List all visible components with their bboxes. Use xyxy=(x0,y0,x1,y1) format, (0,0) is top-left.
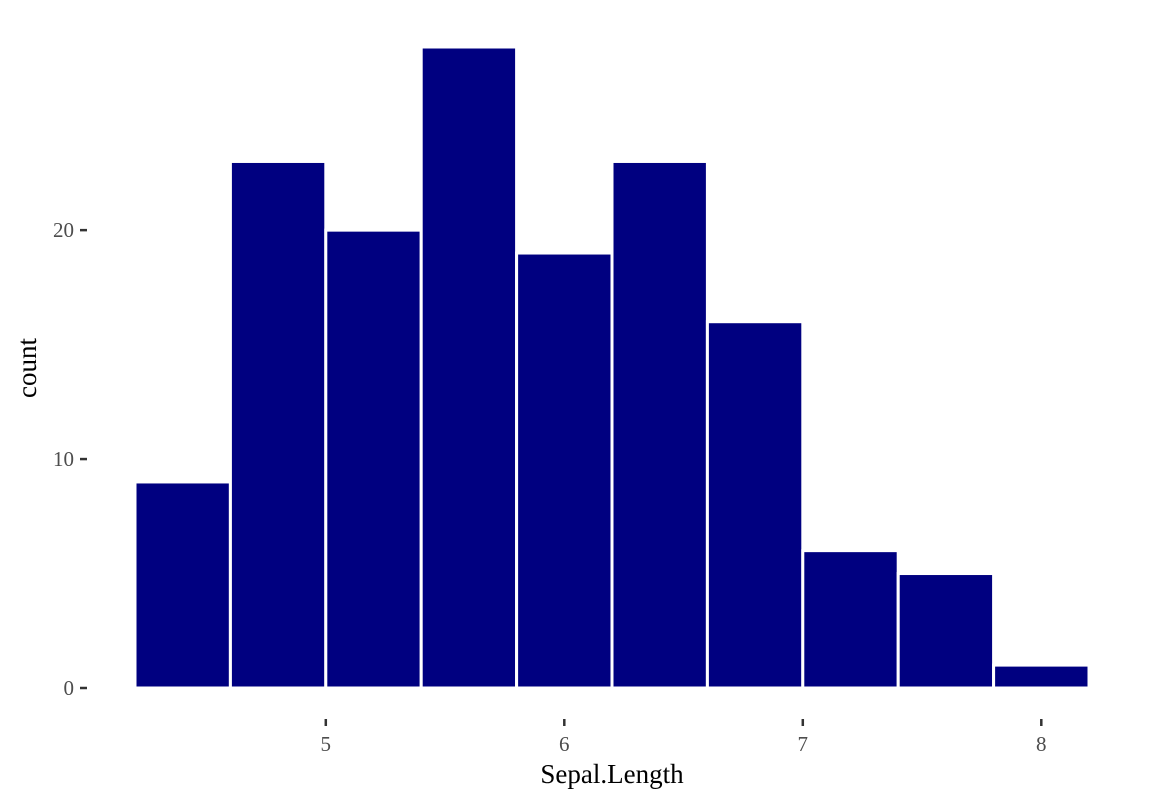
x-axis-title: Sepal.Length xyxy=(540,759,684,789)
y-tick-label: 20 xyxy=(53,218,74,242)
x-tick-label: 5 xyxy=(321,732,332,756)
y-tick-label: 0 xyxy=(64,676,75,700)
histogram-bar xyxy=(324,228,423,690)
y-axis: 0 10 20 xyxy=(53,218,87,700)
x-tick-label: 6 xyxy=(559,732,570,756)
histogram-bar xyxy=(705,320,805,690)
x-tick-label: 8 xyxy=(1036,732,1047,756)
x-tick-label: 7 xyxy=(798,732,809,756)
histogram-bar xyxy=(801,549,900,690)
x-axis: 5 6 7 8 xyxy=(321,719,1047,756)
histogram-bar xyxy=(896,572,996,690)
bars-group xyxy=(133,45,1091,690)
histogram-bar xyxy=(419,45,519,690)
y-tick-label: 10 xyxy=(53,447,74,471)
histogram-bar xyxy=(610,159,709,690)
histogram-bar xyxy=(992,663,1091,690)
y-axis-title: count xyxy=(12,338,42,398)
histogram-bar xyxy=(228,159,328,690)
histogram-bar xyxy=(133,480,232,690)
histogram-bar xyxy=(515,251,614,690)
